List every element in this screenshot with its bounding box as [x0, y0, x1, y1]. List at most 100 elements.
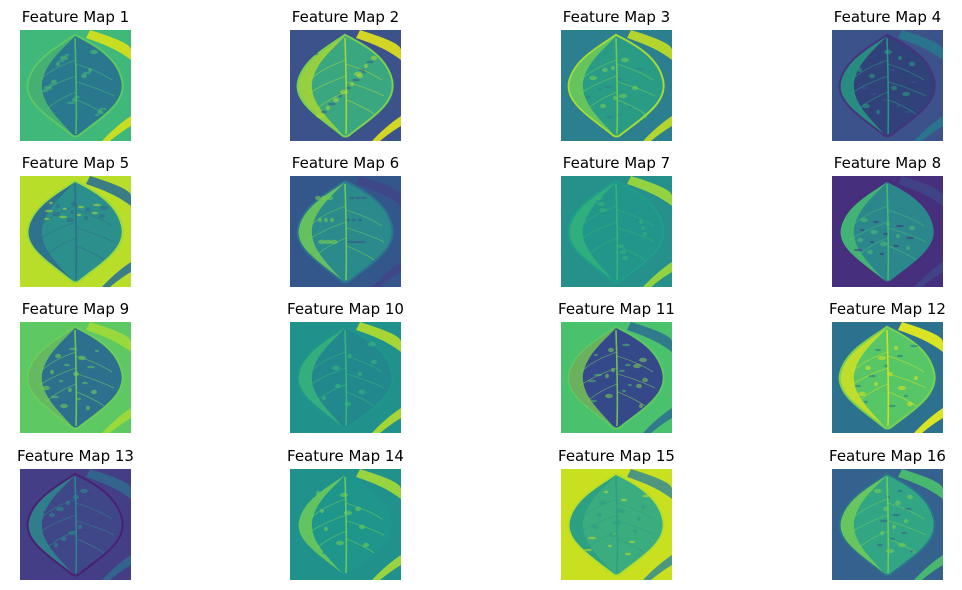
feature-map-title: Feature Map 4	[833, 8, 942, 26]
leaf-texture-spot	[628, 383, 632, 387]
leaf-texture-spot	[321, 195, 327, 201]
leaf-edge-highlight	[298, 182, 345, 280]
leaf-texture-spot	[636, 383, 642, 389]
leaf-texture-spot	[358, 240, 366, 244]
leaf-side-vein	[849, 367, 889, 387]
leaf-texture-spot	[338, 517, 346, 521]
feature-map-image	[20, 469, 131, 580]
feature-map-title: Feature Map 2	[291, 8, 400, 26]
leaf-texture-spot	[48, 540, 54, 544]
leaf-texture-spot	[642, 494, 650, 498]
leaf-texture-spot	[608, 544, 612, 548]
leaf-texture-spot	[606, 115, 614, 119]
leaf-texture-spot	[896, 233, 900, 239]
leaf-side-vein	[346, 81, 385, 97]
leaf-texture-spot	[56, 203, 60, 209]
leaf-texture-spot	[354, 71, 362, 77]
leaf-side-vein	[39, 498, 77, 520]
leaf-texture-spot	[322, 551, 326, 555]
leaf-texture-spot	[643, 231, 647, 237]
leaf-texture-spot	[621, 57, 629, 63]
feature-map-panel: Feature Map 12	[829, 300, 946, 440]
leaf-texture-spot	[91, 389, 97, 395]
leaf-texture-spot	[81, 528, 89, 532]
leaf-midrib	[886, 183, 890, 281]
leaf-texture-spot	[59, 379, 63, 383]
leaf-texture-spot	[86, 405, 90, 411]
leaf-side-vein	[45, 91, 77, 111]
leaf-texture-spot	[585, 95, 591, 99]
leaf-texture-spot	[60, 403, 68, 409]
feature-map-panel: Feature Map 5	[20, 154, 131, 294]
leaf-texture-spot	[611, 65, 615, 71]
leaf-side-vein	[76, 391, 105, 407]
feature-map-image	[832, 176, 943, 287]
leaf-texture-spot	[608, 347, 614, 353]
leaf-side-vein	[345, 209, 383, 227]
leaf-texture-spot	[366, 60, 374, 64]
leaf-texture-spot	[95, 349, 99, 353]
leaf-texture-spot	[44, 217, 50, 221]
leaf-edge-highlight	[28, 182, 75, 280]
leaf-texture-spot	[78, 524, 82, 530]
leaf-side-vein	[37, 221, 77, 241]
leaf-texture-spot	[911, 80, 917, 84]
leaf-side-vein	[616, 355, 654, 373]
leaf-texture-spot	[316, 113, 324, 119]
leaf-edge-highlight	[28, 328, 75, 426]
leaf-texture-spot	[60, 55, 68, 61]
leaf-texture-spot	[641, 504, 645, 510]
leaf-texture-spot	[864, 400, 868, 404]
leaf-side-vein	[849, 221, 889, 241]
leaf-texture-spot	[874, 381, 878, 387]
leaf-texture-spot	[42, 385, 50, 391]
leaf-side-vein	[76, 373, 115, 389]
leaf-texture-spot	[314, 52, 318, 56]
feature-map-image	[290, 469, 401, 580]
leaf-midrib	[615, 329, 619, 427]
leaf-edge-highlight	[569, 182, 616, 280]
leaf-texture-spot	[613, 95, 617, 101]
feature-map-title: Feature Map 16	[829, 447, 946, 465]
leaf-texture-spot	[898, 489, 902, 493]
leaf-texture-spot	[83, 71, 91, 75]
leaf-side-vein	[849, 514, 889, 534]
leaf-texture-spot	[363, 542, 369, 548]
feature-map-title: Feature Map 14	[287, 447, 404, 465]
leaf-side-vein	[309, 205, 347, 227]
leaf-texture-spot	[314, 515, 318, 519]
leaf-texture-spot	[364, 63, 368, 69]
feature-map-panel: Feature Map 8	[832, 154, 943, 294]
leaf-texture-spot	[358, 218, 362, 222]
leaf-side-vein	[578, 75, 618, 95]
leaf-texture-spot	[625, 363, 631, 367]
leaf-midrib	[74, 476, 78, 574]
leaf-texture-spot	[92, 211, 98, 215]
leaf-side-vein	[849, 75, 889, 95]
leaf-side-vein	[888, 227, 927, 243]
leaf-midrib	[615, 37, 619, 135]
leaf-texture-spot	[324, 526, 328, 532]
leaf-side-vein	[39, 351, 77, 373]
leaf-texture-spot	[589, 75, 597, 81]
leaf-texture-spot	[81, 73, 87, 79]
leaf-side-vein	[75, 502, 113, 520]
leaf-texture-spot	[79, 498, 83, 502]
leaf-side-vein	[887, 355, 925, 373]
leaf-texture-spot	[642, 377, 648, 383]
leaf-texture-spot	[65, 53, 69, 57]
leaf-texture-spot	[642, 229, 646, 233]
leaf-side-vein	[586, 383, 618, 403]
leaf-texture-spot	[333, 97, 339, 103]
leaf-texture-spot	[355, 196, 361, 200]
leaf-side-vein	[580, 205, 618, 227]
leaf-texture-spot	[880, 519, 888, 523]
leaf-texture-spot	[878, 355, 886, 361]
feature-map-image	[20, 176, 131, 287]
leaf-midrib	[615, 476, 619, 574]
leaf-texture-spot	[598, 205, 606, 209]
leaf-side-vein	[37, 514, 77, 534]
feature-map-panel: Feature Map 4	[832, 8, 943, 148]
leaf-side-vein	[851, 498, 889, 520]
leaf-side-vein	[616, 209, 654, 227]
